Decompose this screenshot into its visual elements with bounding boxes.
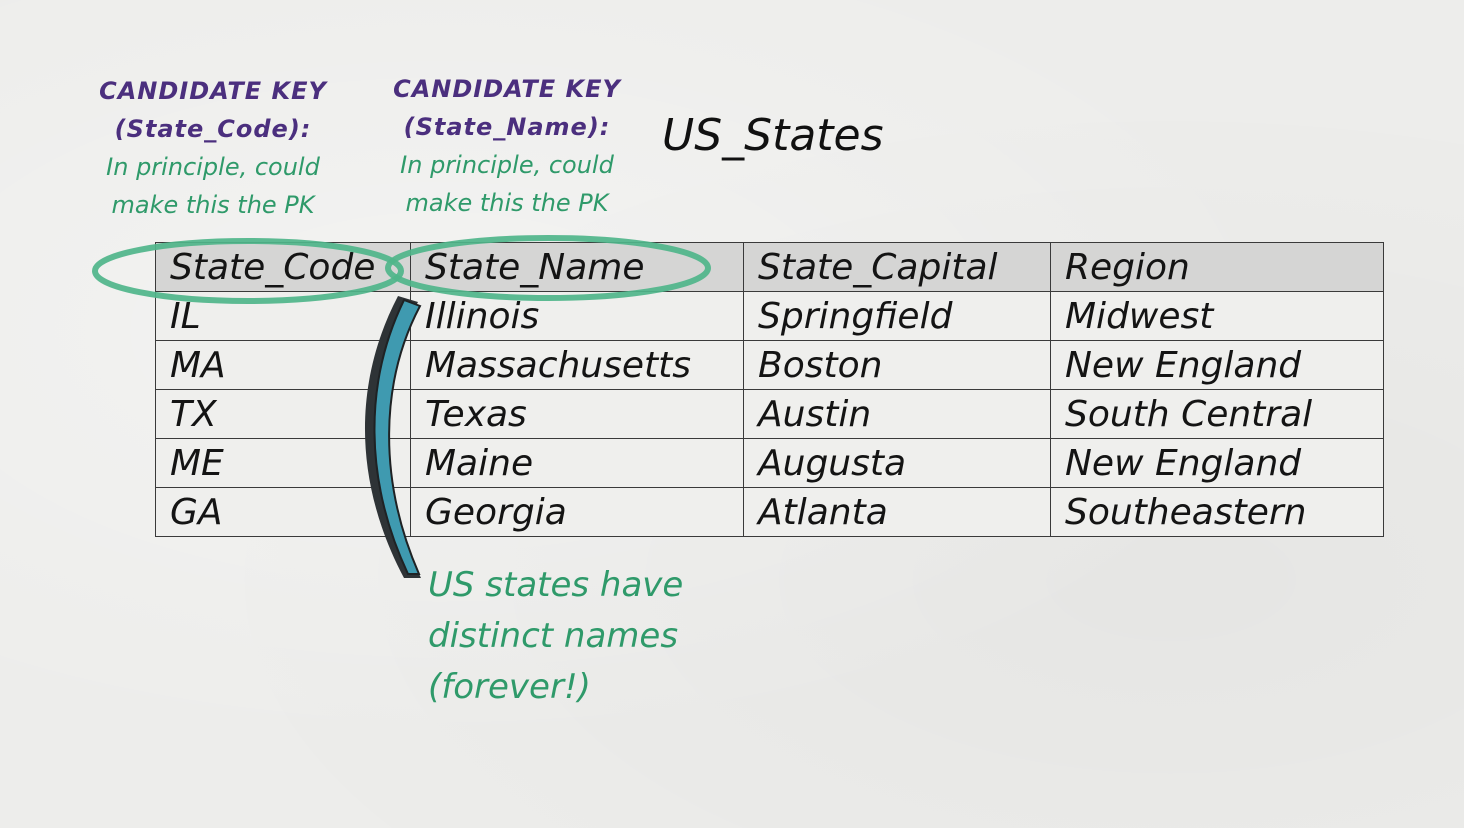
cell-state-code: GA xyxy=(155,487,411,537)
candidate-key-heading: CANDIDATE KEY (State_Name): xyxy=(377,70,637,146)
cell-region: New England xyxy=(1050,438,1384,488)
state-name-highlight-ellipse xyxy=(385,235,711,301)
table-title: US_States xyxy=(662,110,884,161)
cell-region: Southeastern xyxy=(1050,487,1384,537)
state-name-bracket xyxy=(373,298,422,575)
candidate-key-note: In principle, could make this the PK xyxy=(377,146,637,222)
cell-state-name: Maine xyxy=(410,438,744,488)
cell-state-capital: Springfield xyxy=(743,291,1051,341)
cell-state-capital: Atlanta xyxy=(743,487,1051,537)
annotation-line2: distinct names xyxy=(428,616,679,656)
table-row: GA Georgia Atlanta Southeastern xyxy=(155,487,1384,537)
candidate-key-heading-line2: (State_Name): xyxy=(403,113,611,141)
table-header-row: State_Code State_Name State_Capital Regi… xyxy=(155,242,1384,292)
table-row: TX Texas Austin South Central xyxy=(155,389,1384,439)
cell-region: New England xyxy=(1050,340,1384,390)
cell-state-capital: Augusta xyxy=(743,438,1051,488)
cell-state-name: Texas xyxy=(410,389,744,439)
candidate-key-note-line1: In principle, could xyxy=(106,153,320,181)
cell-state-capital: Boston xyxy=(743,340,1051,390)
annotation-line1: US states have xyxy=(428,565,684,605)
candidate-key-note-line2: make this the PK xyxy=(405,189,609,217)
column-header-region: Region xyxy=(1050,242,1384,292)
bracket-shadow xyxy=(364,296,421,578)
annotation-line3: (forever!) xyxy=(428,667,591,707)
table-row: MA Massachusetts Boston New England xyxy=(155,340,1384,390)
cell-state-name: Massachusetts xyxy=(410,340,744,390)
cell-state-name: Georgia xyxy=(410,487,744,537)
cell-region: South Central xyxy=(1050,389,1384,439)
candidate-key-note-state-code: CANDIDATE KEY (State_Code): In principle… xyxy=(88,72,338,224)
distinct-names-annotation: US states have distinct names (forever!) xyxy=(428,560,728,713)
candidate-key-heading-line2: (State_Code): xyxy=(114,115,312,143)
candidate-key-note-state-name: CANDIDATE KEY (State_Name): In principle… xyxy=(377,70,637,222)
state-code-highlight-ellipse xyxy=(92,238,404,304)
candidate-key-note: In principle, could make this the PK xyxy=(88,148,338,224)
candidate-key-heading-line1: CANDIDATE KEY xyxy=(393,75,621,103)
column-header-state-capital: State_Capital xyxy=(743,242,1051,292)
candidate-key-note-line1: In principle, could xyxy=(400,151,614,179)
cell-state-code: MA xyxy=(155,340,411,390)
candidate-key-heading-line1: CANDIDATE KEY xyxy=(99,77,327,105)
us-states-table: State_Code State_Name State_Capital Regi… xyxy=(155,242,1384,537)
candidate-key-heading: CANDIDATE KEY (State_Code): xyxy=(88,72,338,148)
cell-state-capital: Austin xyxy=(743,389,1051,439)
cell-region: Midwest xyxy=(1050,291,1384,341)
candidate-key-note-line2: make this the PK xyxy=(111,191,315,219)
